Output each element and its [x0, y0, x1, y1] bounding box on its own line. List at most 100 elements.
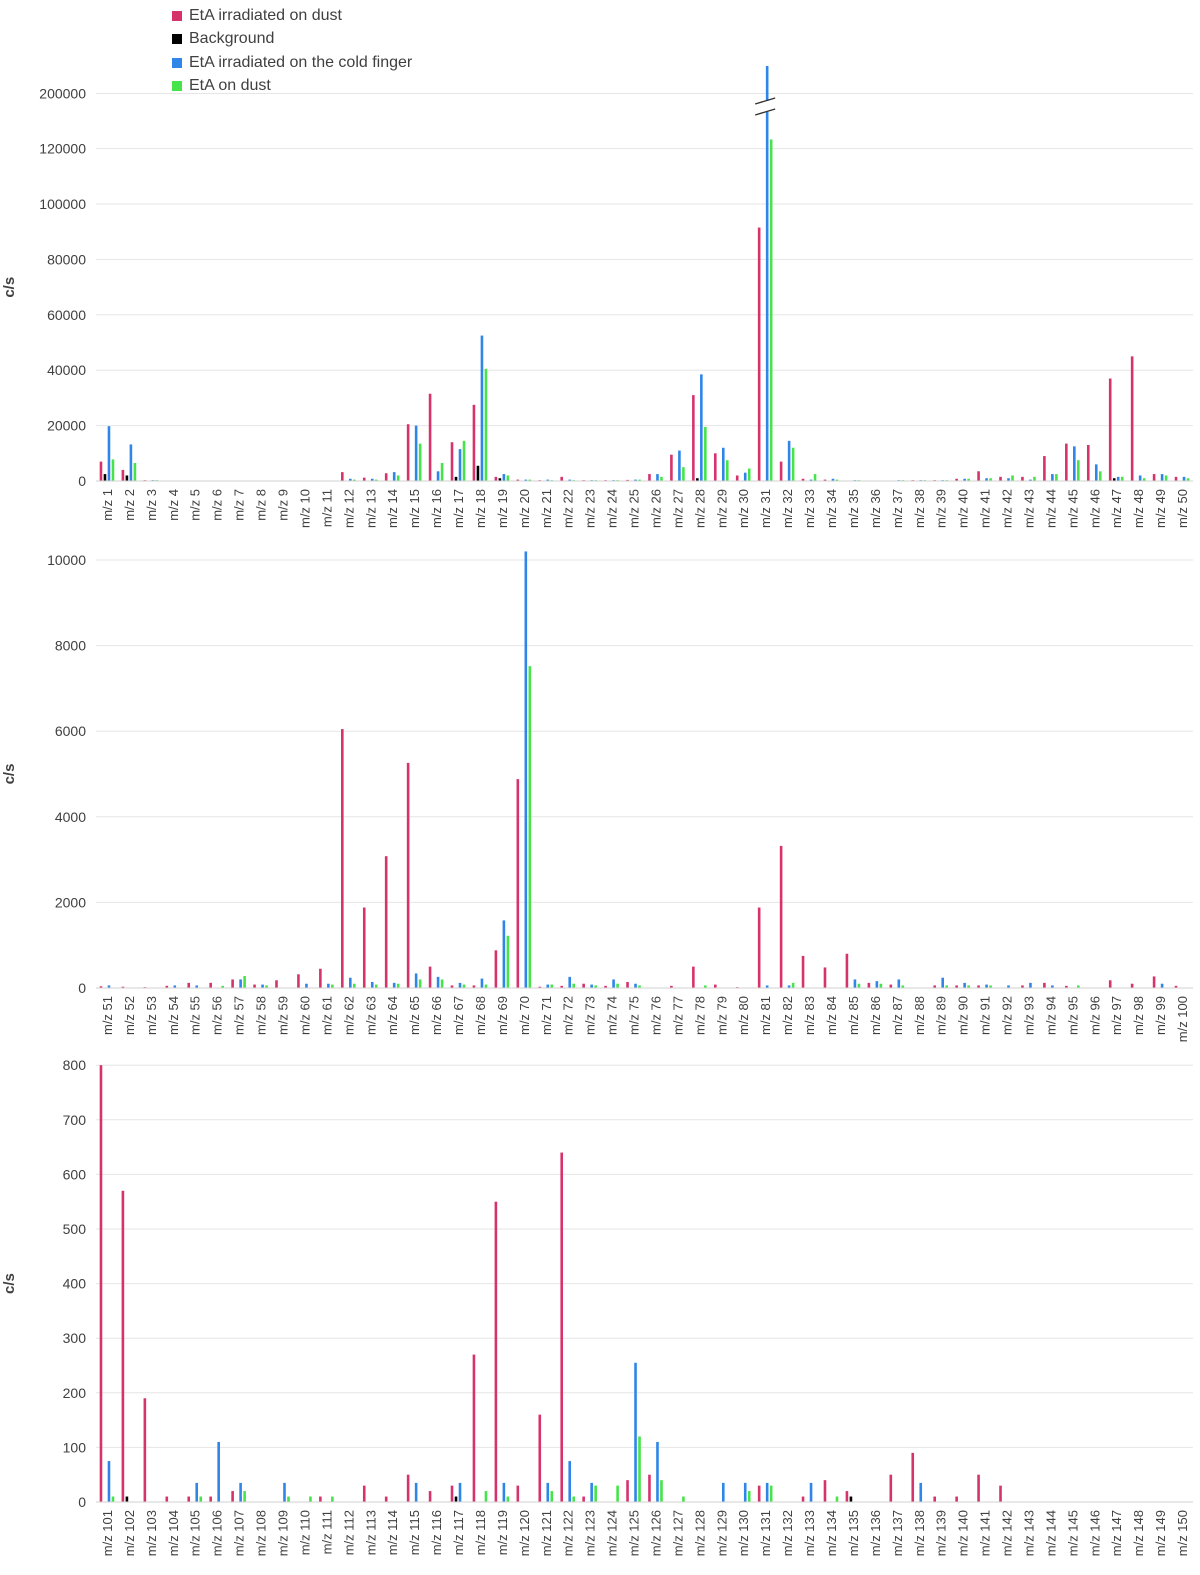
bar: [999, 476, 1002, 481]
bar: [1152, 474, 1156, 481]
bar: [801, 955, 805, 988]
x-tick-label: m/z 68: [473, 996, 488, 1035]
bar: [297, 974, 300, 988]
bar: [823, 479, 827, 481]
x-tick-label: m/z 3: [144, 489, 159, 521]
bar: [769, 139, 773, 481]
bar: [1086, 444, 1090, 481]
bar: [428, 966, 432, 988]
x-tick-label: m/z 80: [736, 996, 751, 1035]
bar: [985, 984, 988, 988]
bar: [1120, 476, 1124, 481]
bar: [809, 1482, 813, 1502]
x-tick-label: m/z 26: [648, 489, 663, 528]
legend-label: EtA on dust: [189, 77, 271, 95]
bar: [436, 471, 440, 481]
bar: [582, 983, 585, 988]
bar: [919, 1482, 923, 1502]
x-tick-label: m/z 135: [846, 1510, 861, 1556]
x-tick-label: m/z 46: [1087, 489, 1102, 528]
x-tick-label: m/z 91: [978, 996, 993, 1035]
bar: [239, 1482, 242, 1502]
bar: [319, 968, 322, 988]
x-tick-label: m/z 120: [517, 1510, 532, 1556]
bar: [217, 1441, 220, 1502]
x-tick-label: m/z 78: [692, 996, 707, 1035]
legend-label: EtA irradiated on the cold finger: [189, 53, 413, 71]
x-tick-label: m/z 147: [1109, 1510, 1124, 1556]
x-tick-label: m/z 145: [1065, 1510, 1080, 1556]
bar: [428, 1491, 432, 1502]
bar: [506, 935, 510, 988]
bar: [1065, 443, 1068, 481]
bar: [1077, 985, 1080, 988]
legend-label: Background: [189, 30, 275, 48]
bar: [450, 1485, 454, 1502]
bar: [1065, 985, 1068, 988]
bar: [1112, 478, 1116, 481]
x-tick-label: m/z 38: [912, 489, 927, 528]
bar: [243, 1491, 246, 1502]
legend-swatch: [172, 34, 182, 45]
x-tick-label: m/z 81: [758, 996, 773, 1035]
bar: [1130, 983, 1134, 988]
x-tick-label: m/z 140: [956, 1510, 971, 1556]
x-tick-label: m/z 60: [297, 996, 312, 1035]
bar: [660, 1480, 663, 1502]
bar: [165, 1496, 169, 1502]
x-tick-label: m/z 30: [736, 489, 751, 528]
bar: [985, 478, 988, 481]
bar: [857, 983, 861, 988]
bar: [849, 1496, 853, 1502]
y-tick-label: 400: [63, 1276, 87, 1292]
y-tick-label: 80000: [47, 251, 86, 267]
bar: [516, 479, 520, 481]
bar: [370, 478, 374, 481]
legend: EtA irradiated on dust Background EtA irra…: [172, 4, 412, 98]
bar: [1043, 982, 1046, 988]
bar: [791, 982, 795, 988]
x-tick-label: m/z 13: [363, 489, 378, 528]
bar: [765, 1482, 769, 1502]
x-tick-label: m/z 47: [1109, 489, 1124, 528]
x-tick-label: m/z 115: [407, 1510, 422, 1555]
bar: [550, 984, 554, 988]
bar: [107, 985, 111, 988]
bar: [967, 985, 970, 988]
bar: [713, 453, 717, 481]
y-tick-label: 100: [63, 1439, 87, 1455]
y-tick-label: 0: [78, 1494, 86, 1510]
bar: [626, 982, 629, 988]
axis-break-mark: [754, 97, 776, 105]
bar: [231, 979, 234, 988]
bar: [1182, 476, 1186, 481]
bar: [977, 985, 980, 988]
x-tick-label: m/z 9: [275, 489, 290, 521]
bar: [1055, 474, 1058, 481]
x-tick-label: m/z 16: [429, 489, 444, 528]
x-tick-label: m/z 25: [627, 489, 642, 528]
bar: [261, 984, 264, 988]
bar: [384, 1496, 388, 1502]
bar: [287, 1496, 290, 1502]
bar: [933, 985, 936, 988]
bar: [1051, 474, 1054, 481]
x-tick-label: m/z 138: [912, 1510, 927, 1556]
x-tick-label: m/z 41: [978, 489, 993, 528]
x-tick-label: m/z 99: [1153, 996, 1168, 1035]
bar: [406, 1474, 410, 1502]
legend-item: Background: [172, 28, 412, 52]
legend-swatch: [172, 10, 182, 21]
x-tick-label: m/z 104: [166, 1510, 181, 1556]
x-tick-label: m/z 105: [188, 1510, 203, 1556]
x-tick-label: m/z 7: [232, 489, 247, 521]
bar: [121, 1190, 125, 1502]
x-tick-label: m/z 149: [1153, 1510, 1168, 1556]
bar: [99, 1065, 103, 1502]
bar: [516, 779, 520, 988]
bar: [454, 476, 458, 481]
bar: [440, 462, 444, 481]
bar: [656, 474, 659, 481]
bar: [362, 1485, 366, 1502]
y-tick-label: 4000: [55, 809, 86, 825]
